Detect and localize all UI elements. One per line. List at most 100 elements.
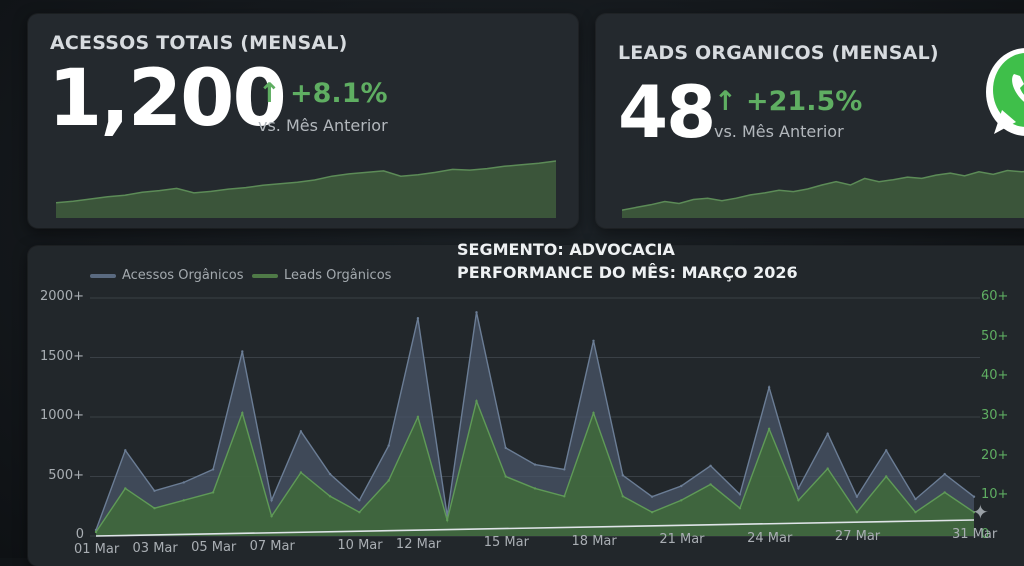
legend-swatch	[90, 273, 116, 278]
access-series-point	[299, 430, 303, 433]
kpi-card-total-access: ACESSOS TOTAIS (MENSAL) 1,200 ↑ +8.1% vs…	[28, 14, 578, 228]
access-series-point	[387, 444, 390, 447]
x-tick-label: 31 Mar	[952, 527, 998, 542]
kpi-card-organic-leads: LEADS ORGANICOS (MENSAL) 48 ↑ +21.5% vs.…	[596, 14, 1024, 228]
x-tick-label: 18 Mar	[571, 533, 617, 549]
leads-series-point	[563, 495, 566, 498]
kpi-change: ↑ +21.5%	[714, 86, 863, 117]
x-tick-label: 05 Mar	[191, 540, 237, 555]
segment-heading: SEGMENTO: ADVOCACIA	[457, 240, 675, 259]
access-series-point	[914, 497, 917, 501]
kpi-subtitle: vs. Mês Anterior	[258, 116, 388, 135]
leads-series-point	[738, 507, 742, 510]
sparkline-leads	[622, 169, 1024, 218]
x-tick-label: 03 Mar	[132, 541, 178, 556]
leads-series-point	[650, 511, 654, 514]
access-series-point	[943, 472, 946, 476]
x-tick-label: 12 Mar	[395, 536, 442, 552]
access-series-point	[270, 499, 273, 502]
legend-swatch	[252, 273, 278, 278]
y-tick-left: 1000+	[40, 408, 84, 423]
leads-series-point	[621, 495, 624, 498]
kpi-title: ACESSOS TOTAIS (MENSAL)	[50, 32, 348, 54]
leads-series-point	[767, 427, 771, 431]
leads-series-point	[972, 511, 976, 514]
x-tick-label: 24 Mar	[747, 530, 793, 546]
leads-series-point	[94, 530, 98, 534]
access-series-point	[767, 386, 771, 389]
y-tick-left: 1500+	[40, 348, 84, 364]
leads-series-point	[446, 518, 449, 522]
kpi-change: ↑ +8.1%	[258, 78, 388, 109]
kpi-value: 1,200	[48, 54, 287, 144]
leads-series-point	[153, 507, 156, 510]
y-tick-right: 50+	[981, 328, 1009, 344]
leads-series-point	[475, 399, 478, 403]
access-series-point	[797, 487, 800, 490]
access-series-point	[153, 489, 156, 492]
leads-series-point	[592, 411, 595, 415]
leads-series-point	[358, 511, 361, 514]
leads-series-point	[416, 415, 420, 419]
leads-series-point	[826, 467, 829, 470]
legend-item-leads[interactable]: Leads Orgânicos	[252, 268, 391, 283]
access-series-point	[241, 350, 244, 353]
kpi-title: LEADS ORGANICOS (MENSAL)	[618, 42, 939, 64]
leads-series-point	[680, 499, 683, 502]
x-tick-label: 10 Mar	[337, 537, 383, 553]
y-tick-right: 40+	[981, 368, 1009, 384]
sparkline-access	[56, 160, 556, 218]
sparkline-area	[56, 161, 556, 218]
leads-series-point	[797, 499, 800, 502]
y-tick-right: 20+	[981, 447, 1009, 463]
access-series-point	[416, 317, 420, 320]
x-tick-label: 21 Mar	[659, 532, 705, 547]
sparkline-line	[56, 160, 556, 204]
access-series-point	[855, 495, 859, 498]
access-series-point	[972, 495, 976, 498]
access-series-point	[826, 432, 829, 435]
x-tick-label: 07 Mar	[249, 539, 295, 554]
leads-series-point	[709, 483, 712, 486]
y-tick-left: 500+	[48, 467, 84, 483]
access-series-point	[738, 493, 742, 496]
leads-series-point	[943, 491, 946, 494]
leads-series-point	[124, 487, 127, 490]
y-tick-left: 0	[75, 527, 84, 542]
access-series-point	[592, 339, 595, 342]
leads-series-point	[270, 515, 273, 518]
leads-series-point	[914, 511, 917, 514]
baseline	[95, 519, 975, 537]
y-tick-left: 2000+	[40, 289, 84, 304]
x-tick-label: 15 Mar	[483, 535, 529, 550]
access-series-point	[621, 474, 624, 477]
access-series-point	[563, 468, 566, 471]
access-series-point	[680, 484, 683, 488]
legend-label: Acessos Orgânicos	[122, 268, 244, 283]
access-series-point	[211, 468, 215, 471]
legend-label: Leads Orgânicos	[284, 268, 392, 283]
access-series-point	[475, 311, 478, 314]
x-tick-label: 01 Mar	[74, 542, 120, 557]
y-tick-right: 0	[981, 527, 990, 542]
leads-series-point	[211, 491, 215, 494]
sparkle-icon: ✦	[972, 500, 989, 524]
leads-series-point	[241, 411, 244, 415]
leads-series-point	[533, 487, 537, 490]
legend-item-access[interactable]: Acessos Orgânicos	[90, 268, 244, 283]
sparkline-line	[622, 169, 1024, 211]
y-tick-right: 60+	[981, 289, 1009, 304]
access-series-point	[124, 449, 127, 452]
whatsapp-icon[interactable]	[986, 42, 1024, 142]
leads-series-point	[328, 495, 332, 498]
leads-series-point	[182, 499, 185, 502]
kpi-subtitle: vs. Mês Anterior	[714, 122, 844, 141]
x-tick-label: 27 Mar	[834, 529, 881, 544]
access-series-point	[358, 499, 361, 502]
leads-series-point	[885, 475, 888, 478]
access-series-point	[885, 449, 888, 452]
y-tick-right: 30+	[981, 408, 1009, 423]
access-series-point	[504, 446, 507, 450]
y-tick-right: 10+	[981, 487, 1009, 503]
